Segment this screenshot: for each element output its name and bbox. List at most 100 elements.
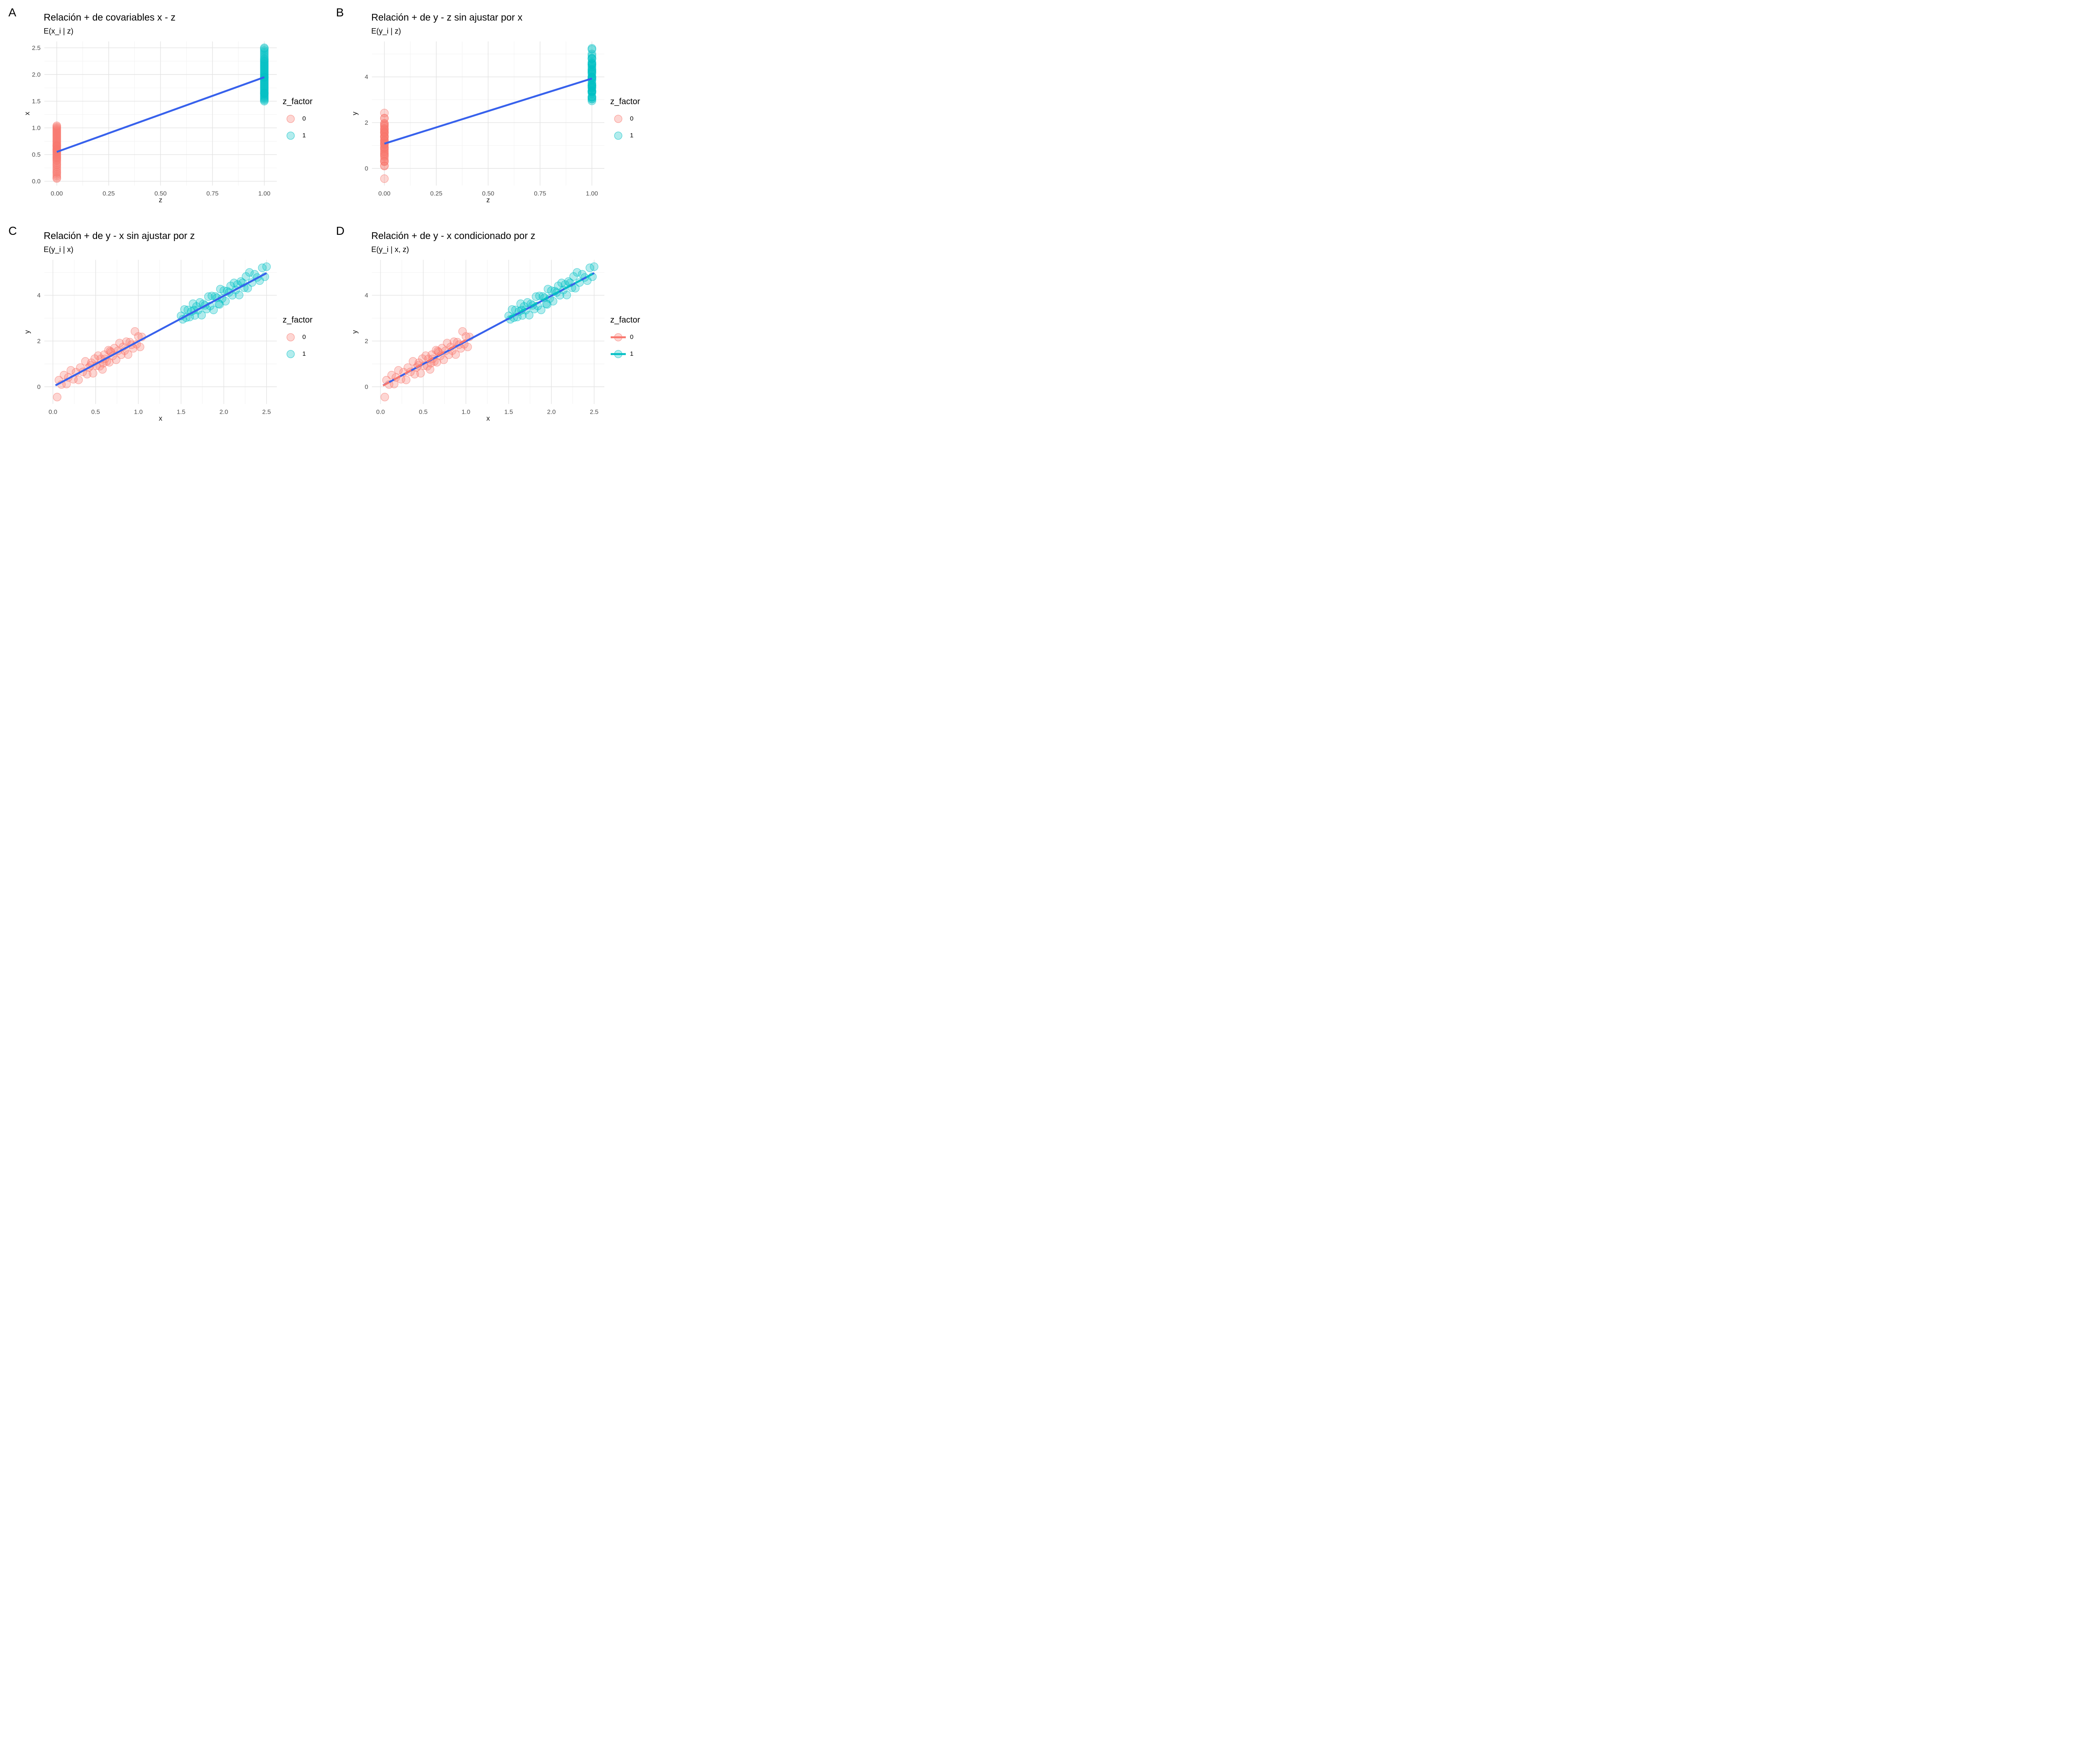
x-tick-label: 0.00 [51, 191, 63, 197]
panel-d: D Relación + de y - x condicionado por z… [328, 218, 655, 437]
scatter-point-z0 [380, 114, 389, 123]
scatter-point-z1 [189, 299, 197, 308]
x-tick-label: 0.25 [102, 191, 115, 197]
scatter-point-z1 [525, 311, 534, 320]
x-tick-label: 0.50 [482, 191, 494, 197]
legend-point [286, 131, 295, 140]
x-tick-label: 1.0 [134, 409, 143, 416]
y-tick-label: 2.5 [32, 45, 41, 52]
scatter-point-z1 [588, 54, 596, 63]
scatter-point-z1 [547, 286, 556, 295]
scatter-point-z1 [207, 291, 216, 300]
y-tick-label: 0 [365, 165, 368, 172]
panel-b-chart-row: 0.00 0.25 0.50 0.75 1.00 0 2 4 z y z_factor 0 1 [351, 37, 655, 205]
panel-b: B Relación + de y - z sin ajustar por x … [328, 0, 655, 218]
y-axis-title: y [24, 330, 31, 333]
y-tick-label: 0 [37, 384, 40, 391]
scatter-plot-a: 0.00 0.25 0.50 0.75 1.00 0.0 0.5 1.0 1.5 2.0 2.5 z x [24, 41, 277, 204]
scatter-plot-c: 0.0 0.5 1.0 1.5 2.0 2.5 0 2 4 x y [24, 260, 277, 422]
group-fit-line-dashed-red [382, 336, 471, 387]
scatter-point-z1 [262, 262, 271, 271]
legend-d: z_factor 0 1 [610, 315, 655, 365]
y-tick-label: 2 [365, 120, 368, 126]
scatter-point-z1 [219, 286, 228, 295]
panel-c-chart-row: 0.0 0.5 1.0 1.5 2.0 2.5 0 2 4 x y z_factor 0 1 [24, 256, 328, 424]
fit-line-blue [55, 272, 267, 386]
scatter-point-z0 [89, 369, 97, 378]
scatter-point-z0 [380, 128, 389, 137]
legend-label: 0 [630, 115, 634, 122]
x-tick-label: 1.00 [258, 191, 270, 197]
y-tick-label: 0.5 [32, 152, 41, 158]
y-tick-label: 0.0 [32, 179, 41, 185]
legend-label: 1 [630, 132, 634, 139]
panel-d-chart-row: 0.0 0.5 1.0 1.5 2.0 2.5 0 2 4 x y z_factor 0 1 [351, 256, 655, 424]
legend-key-point-icon [286, 349, 295, 358]
scatter-point-z0 [52, 121, 61, 130]
legend-entry-1: 1 [283, 348, 328, 360]
legend-entry-0: 0 [283, 331, 328, 344]
x-tick-label: 0.5 [91, 409, 100, 416]
x-tick-label: 0.5 [419, 409, 428, 416]
scatter-point-z0 [112, 355, 121, 364]
y-tick-label: 0 [365, 384, 368, 391]
y-tick-label: 2 [365, 338, 368, 345]
legend-label: 0 [302, 115, 306, 122]
legend-a: z_factor 0 1 [283, 97, 328, 146]
x-axis-title: x [486, 414, 490, 422]
panel-a-chart-row: 0.00 0.25 0.50 0.75 1.00 0.0 0.5 1.0 1.5 2.0 2.5 z x… [24, 37, 328, 205]
x-tick-label: 0.0 [376, 409, 385, 416]
y-tick-label: 4 [365, 74, 368, 81]
scatter-point-z1 [235, 291, 244, 299]
scatter-point-z0 [110, 344, 119, 352]
y-tick-label: 2.0 [32, 71, 41, 78]
x-tick-label: 0.00 [378, 191, 391, 197]
scatter-point-z1 [562, 291, 571, 299]
scatter-point-z0 [380, 174, 389, 183]
scatter-point-z1 [508, 305, 517, 314]
legend-c: z_factor 0 1 [283, 315, 328, 365]
scatter-point-z1 [215, 300, 224, 309]
scatter-point-z1 [543, 300, 551, 309]
x-axis-title: z [159, 196, 162, 204]
scatter-point-z0 [74, 375, 83, 384]
scatter-point-z1 [535, 291, 544, 300]
chart-title: Relación + de y - z sin ajustar por x [371, 12, 522, 23]
panel-a: A Relación + de covariables x - z E(x_i … [0, 0, 328, 218]
panel-d-titles: Relación + de y - x condicionado por z E… [371, 230, 655, 254]
scatter-point-z0 [381, 393, 389, 402]
x-tick-label: 2.0 [547, 409, 556, 416]
scatter-point-z1 [532, 292, 541, 301]
legend-label: 1 [302, 350, 306, 357]
legend-key-point-icon [614, 131, 622, 140]
panel-c-titles: Relación + de y - x sin ajustar por z E(… [44, 230, 328, 254]
x-tick-label: 0.0 [49, 409, 58, 416]
scatter-point-z0 [418, 354, 427, 363]
scatter-point-z1 [209, 305, 218, 314]
scatter-point-z0 [53, 393, 62, 402]
fit-line-blue [383, 272, 595, 386]
panel-c-label: C [8, 224, 17, 237]
scatter-point-z0 [387, 371, 396, 380]
panel-b-titles: Relación + de y - z sin ajustar por x E(… [371, 12, 655, 36]
panel-a-label: A [8, 6, 16, 19]
x-tick-label: 0.25 [430, 191, 442, 197]
legend-b: z_factor 0 1 [610, 97, 655, 146]
scatter-point-z0 [52, 141, 61, 150]
x-tick-label: 1.5 [177, 409, 186, 416]
scatter-point-z1 [572, 268, 581, 277]
legend-label: 1 [302, 132, 306, 139]
scatter-point-z0 [136, 342, 144, 352]
legend-point [614, 333, 622, 341]
chart-subtitle: E(y_i | x) [44, 245, 74, 254]
scatter-point-z0 [90, 354, 99, 363]
scatter-point-z1 [588, 81, 596, 90]
legend-point [614, 114, 622, 123]
legend-point [286, 114, 295, 123]
x-tick-label: 0.75 [534, 191, 546, 197]
x-tick-label: 0.50 [155, 191, 167, 197]
scatter-point-z1 [260, 89, 269, 97]
legend-point [286, 349, 295, 358]
figure: A Relación + de covariables x - z E(x_i … [0, 0, 655, 437]
y-tick-label: 1.5 [32, 98, 41, 105]
